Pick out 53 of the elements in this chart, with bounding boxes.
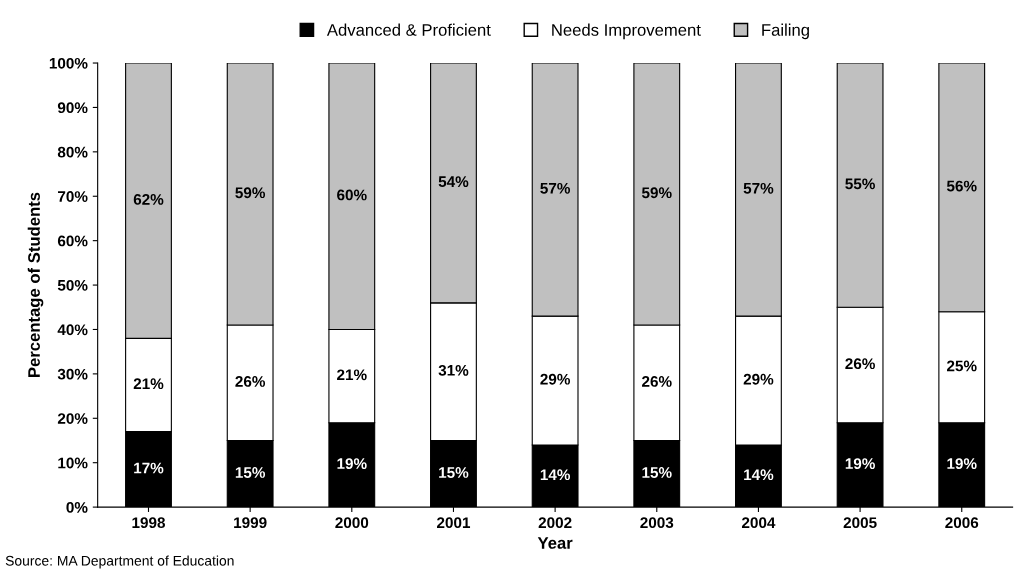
x-tick-label: 2001 (437, 517, 471, 529)
y-tick-label: 10% (58, 457, 88, 469)
data-label: 14% (540, 469, 571, 481)
y-tick-label: 60% (57, 235, 88, 247)
x-axis-title: Year (537, 537, 573, 549)
data-label: 59% (641, 187, 672, 199)
data-label: 19% (845, 458, 875, 470)
data-label: 62% (133, 193, 164, 205)
y-tick-label: 90% (57, 102, 88, 114)
data-label: 21% (337, 369, 367, 381)
y-tick-label: 0% (66, 501, 88, 513)
legend-label: Needs Improvement (552, 23, 701, 40)
data-label: 57% (743, 182, 774, 194)
y-tick-label: 20% (57, 413, 88, 424)
data-label: 26% (642, 376, 672, 387)
data-label: 15% (439, 467, 469, 478)
x-tick-label: 2002 (538, 517, 572, 529)
data-label: 15% (235, 467, 266, 478)
x-tick-label: 2004 (741, 517, 776, 529)
data-label: 19% (337, 458, 367, 470)
data-label: 31% (438, 364, 469, 376)
x-tick-label: 2003 (640, 517, 674, 529)
data-label: 54% (438, 176, 469, 188)
data-label: 26% (235, 376, 266, 387)
y-tick-label: 30% (57, 368, 88, 380)
y-tick-label: 100% (49, 57, 88, 69)
data-label: 25% (946, 360, 977, 372)
data-label: 29% (540, 373, 571, 385)
data-label: 26% (845, 358, 875, 370)
data-label: 15% (642, 467, 672, 478)
legend-label: Failing (762, 23, 809, 40)
y-tick-label: 70% (58, 191, 88, 202)
data-label: 21% (133, 378, 164, 390)
y-tick-label: 40% (57, 324, 88, 336)
data-label: 19% (947, 458, 977, 470)
x-tick-label: 1998 (132, 517, 166, 529)
data-label: 59% (235, 187, 266, 199)
y-tick-label: 80% (57, 146, 88, 158)
data-label: 29% (743, 373, 774, 385)
legend-label: Advanced & Proficient (326, 23, 491, 36)
x-tick-label: 2000 (335, 517, 369, 529)
data-label: 55% (845, 178, 875, 190)
x-tick-label: 2006 (945, 517, 979, 529)
x-tick-label: 2005 (843, 517, 877, 529)
data-label: 17% (134, 462, 164, 474)
x-tick-label: 1999 (234, 517, 267, 529)
data-label: 57% (540, 182, 571, 194)
data-label: 60% (337, 189, 367, 201)
data-label: 56% (946, 180, 977, 192)
y-tick-label: 50% (57, 279, 88, 291)
data-label: 14% (744, 469, 774, 481)
source-note: Source: MA Department of Education (5, 555, 234, 569)
y-axis-title: Percentage of Students (27, 192, 44, 378)
